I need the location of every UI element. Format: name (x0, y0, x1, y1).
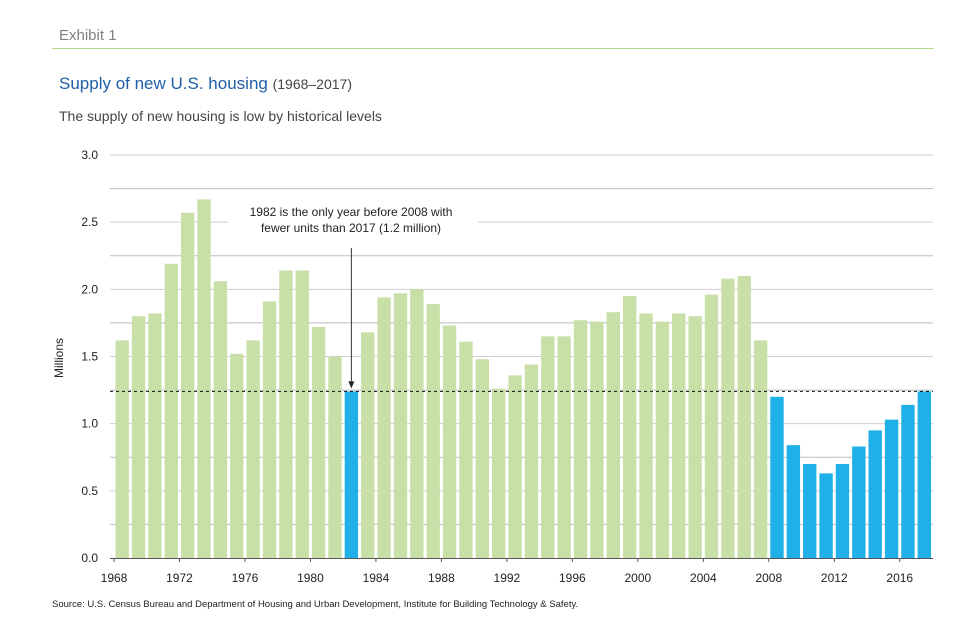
y-tick-label: 2.5 (81, 215, 98, 229)
x-tick-label: 2012 (821, 571, 848, 585)
bar-1976 (246, 340, 260, 558)
bar-2001 (655, 321, 670, 558)
bar-1981 (328, 356, 342, 558)
exhibit-divider (52, 48, 934, 49)
bar-1968 (115, 340, 129, 558)
bar-1973 (197, 199, 211, 558)
bar-1987 (426, 304, 440, 558)
bar-2017 (917, 391, 931, 558)
bar-1991 (492, 388, 506, 558)
bar-2002 (672, 313, 686, 558)
annotation: 1982 is the only year before 2008 with f… (228, 200, 478, 389)
bar-1999 (622, 296, 637, 558)
y-tick-label: 0.5 (81, 484, 98, 498)
bar-2012 (835, 463, 850, 558)
bar-1972 (180, 212, 195, 558)
x-axis: 1968 1972 1976 1980 1984 1988 1992 1996 2000 2004… (101, 558, 933, 585)
bar-1977 (262, 301, 277, 558)
y-tick-label: 1.5 (81, 350, 98, 364)
bar-1994 (541, 336, 555, 558)
bar-2013 (852, 446, 866, 558)
bar-2003 (688, 316, 702, 558)
bar-1995 (557, 336, 571, 558)
bar-1997 (590, 321, 604, 558)
bar-2008 (770, 396, 784, 558)
y-tick-label: 1.0 (81, 417, 98, 431)
bar-1974 (213, 281, 228, 558)
x-tick-label: 1968 (101, 571, 128, 585)
bars (115, 199, 931, 558)
x-tick-label: 1980 (297, 571, 324, 585)
annotation-arrow-head (348, 381, 355, 389)
bar-1996 (573, 320, 588, 558)
bar-2007 (753, 340, 768, 558)
bar-1980 (311, 326, 326, 558)
y-axis-label: Millions (52, 338, 66, 378)
bar-1988 (442, 325, 457, 558)
x-tick-label: 1996 (559, 571, 586, 585)
bar-1975 (230, 353, 244, 558)
bar-1985 (393, 293, 408, 558)
bar-2014 (868, 430, 882, 558)
bar-1970 (148, 313, 162, 558)
x-tick-label: 2004 (690, 571, 717, 585)
bar-2005 (721, 278, 735, 558)
chart-title: Supply of new U.S. housing (1968–2017) (59, 74, 352, 94)
source-note: Source: U.S. Census Bureau and Departmen… (52, 599, 579, 610)
bar-2006 (737, 275, 751, 558)
bar-2016 (901, 404, 915, 558)
y-tick-label: 2.0 (81, 282, 98, 296)
bar-2000 (639, 313, 653, 558)
y-axis-ticks: 0.0 0.5 1.0 1.5 2.0 2.5 3.0 (81, 148, 98, 565)
x-tick-label: 2016 (886, 571, 913, 585)
bar-1990 (475, 359, 490, 558)
x-tick-label: 2008 (755, 571, 782, 585)
annotation-background (228, 200, 478, 238)
bar-1984 (377, 297, 391, 558)
x-tick-label: 1988 (428, 571, 455, 585)
bar-1971 (164, 263, 178, 558)
annotation-line-2: fewer units than 2017 (1.2 million) (261, 221, 441, 235)
bar-1993 (524, 364, 539, 558)
bar-1989 (459, 341, 473, 558)
x-tick-label: 1992 (494, 571, 521, 585)
y-tick-label: 0.0 (81, 551, 98, 565)
x-tick-label: 1976 (232, 571, 259, 585)
bar-2009 (786, 445, 801, 558)
y-tick-label: 3.0 (81, 148, 98, 162)
x-tick-label: 2000 (624, 571, 651, 585)
x-tick-label: 1972 (166, 571, 193, 585)
bar-2004 (704, 294, 719, 558)
bar-1982 (344, 391, 359, 558)
bar-1998 (606, 312, 620, 558)
annotation-line-1: 1982 is the only year before 2008 with (250, 205, 453, 219)
bar-1983 (361, 332, 375, 558)
exhibit-label: Exhibit 1 (59, 27, 117, 44)
chart-title-range: (1968–2017) (272, 76, 352, 92)
bar-1978 (279, 270, 293, 558)
bar-1969 (131, 316, 146, 558)
chart-title-text: Supply of new U.S. housing (59, 74, 268, 93)
bar-1979 (295, 270, 309, 558)
bar-1992 (508, 375, 522, 558)
chart-subtitle: The supply of new housing is low by hist… (59, 108, 382, 124)
bar-2011 (819, 473, 833, 558)
bar-2010 (803, 463, 817, 558)
bar-2015 (884, 419, 899, 558)
x-tick-label: 1984 (363, 571, 390, 585)
bar-1986 (410, 289, 424, 558)
